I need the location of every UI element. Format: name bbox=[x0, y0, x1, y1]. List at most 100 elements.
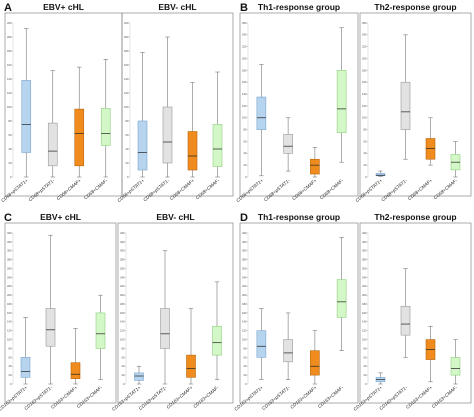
y-tick-label: 60 bbox=[9, 133, 12, 137]
iqr-box bbox=[212, 325, 222, 356]
box-orange: CD68+CMAF+ bbox=[291, 147, 320, 201]
subplot-frame bbox=[239, 222, 359, 404]
iqr-box bbox=[336, 279, 347, 318]
y-tick-label: 20 bbox=[244, 373, 247, 377]
y-tick-label: 60 bbox=[122, 355, 125, 359]
y-tick-label: 180 bbox=[362, 302, 367, 306]
category-label: CD163+CMAF- bbox=[192, 385, 220, 409]
subplot-frame bbox=[121, 12, 234, 197]
box-gray: CD68+pSTAT1- bbox=[28, 70, 58, 203]
y-tick-label: 160 bbox=[124, 63, 129, 67]
y-tick-label: 100 bbox=[120, 337, 125, 341]
y-tick-label: 80 bbox=[122, 346, 125, 350]
y-tick-label: 300 bbox=[7, 249, 12, 253]
category-label: CD68+CMAF+ bbox=[407, 178, 434, 201]
y-tick-label: 300 bbox=[120, 249, 125, 253]
y-tick-label: 180 bbox=[242, 302, 247, 306]
y-tick-label: 20 bbox=[9, 373, 12, 377]
y-tick-label: 200 bbox=[242, 293, 247, 297]
subplot-title: EBV+ cHL bbox=[40, 212, 81, 222]
y-tick-label: 40 bbox=[9, 147, 12, 151]
y-tick-label: 20 bbox=[364, 373, 367, 377]
y-tick-label: 220 bbox=[7, 284, 12, 288]
y-tick-label: 100 bbox=[242, 116, 247, 120]
category-label: CD68+CMAF+ bbox=[56, 178, 83, 201]
subplot-title: EBV+ cHL bbox=[43, 2, 84, 12]
iqr-box bbox=[137, 120, 148, 171]
iqr-box bbox=[187, 131, 198, 171]
box-orange: CD163+CMAF+ bbox=[165, 308, 196, 410]
y-tick-label: 0 bbox=[365, 382, 367, 386]
y-tick-label: 260 bbox=[362, 266, 367, 270]
y-tick-label: 180 bbox=[242, 68, 247, 72]
y-tick-label: 200 bbox=[362, 56, 367, 60]
y-tick-label: 180 bbox=[7, 302, 12, 306]
y-tick-label: 200 bbox=[242, 56, 247, 60]
iqr-box bbox=[100, 108, 111, 146]
category-label: CD68+pSTAT1+ bbox=[116, 178, 145, 203]
y-tick-label: 160 bbox=[242, 80, 247, 84]
category-label: CD68+CMAF- bbox=[83, 178, 109, 201]
subplot-frame bbox=[359, 222, 472, 404]
y-tick-label: 160 bbox=[242, 311, 247, 315]
y-tick-label: 120 bbox=[242, 104, 247, 108]
category-label: CD68+CMAF- bbox=[195, 178, 221, 201]
iqr-box bbox=[283, 339, 293, 363]
y-tick-label: 100 bbox=[124, 105, 129, 109]
y-tick-label: 140 bbox=[7, 320, 12, 324]
category-label: CD68+CMAF+ bbox=[291, 178, 318, 201]
y-tick-label: 180 bbox=[362, 68, 367, 72]
y-tick-label: 0 bbox=[123, 382, 125, 386]
y-tick-label: 120 bbox=[362, 104, 367, 108]
y-tick-label: 180 bbox=[7, 49, 12, 53]
category-label: CD68+pSTAT1- bbox=[28, 178, 56, 203]
y-tick-label: 140 bbox=[242, 320, 247, 324]
iqr-box bbox=[70, 362, 81, 379]
iqr-box bbox=[256, 330, 267, 358]
subplot: EBV+ cHL 0 20 40 60 80 100 120 140 160 180 200 220 24… bbox=[0, 212, 117, 412]
y-tick-label: 220 bbox=[242, 284, 247, 288]
panel-letter: C bbox=[4, 212, 12, 224]
category-label: CD68+pSTAT1- bbox=[142, 178, 170, 203]
iqr-box bbox=[134, 372, 144, 381]
y-tick-label: 320 bbox=[120, 240, 125, 244]
iqr-box bbox=[310, 158, 320, 175]
y-tick-label: 240 bbox=[242, 33, 247, 37]
y-tick-label: 320 bbox=[242, 240, 247, 244]
category-label: CD68+pSTAT1+ bbox=[354, 178, 383, 203]
y-tick-label: 0 bbox=[245, 175, 247, 179]
box-green: CD163+CMAF- bbox=[76, 294, 106, 409]
category-label: CD68+CMAF- bbox=[319, 178, 345, 201]
box-blue: CD163+pSTAT1+ bbox=[233, 308, 267, 412]
iqr-box bbox=[310, 350, 320, 376]
box-green: CD68+CMAF- bbox=[83, 59, 111, 201]
subplot-title: Th2-response group bbox=[374, 2, 456, 12]
y-tick-label: 120 bbox=[7, 329, 12, 333]
y-tick-label: 180 bbox=[124, 49, 129, 53]
y-tick-label: 220 bbox=[242, 45, 247, 49]
iqr-box bbox=[256, 96, 267, 130]
y-tick-label: 60 bbox=[244, 355, 247, 359]
panel-d: D Th1-response group 0 20 40 60 80 100 120 140 160… bbox=[233, 212, 472, 412]
category-label: CD163+CMAF- bbox=[431, 385, 459, 409]
y-tick-label: 60 bbox=[244, 139, 247, 143]
y-tick-label: 80 bbox=[9, 119, 12, 123]
box-blue: CD163+pSTAT1+ bbox=[0, 317, 31, 412]
box-green: CD163+CMAF- bbox=[192, 281, 222, 409]
y-tick-label: 120 bbox=[7, 91, 12, 95]
y-tick-label: 160 bbox=[362, 80, 367, 84]
category-label: CD163+CMAF+ bbox=[405, 385, 433, 410]
category-label: CD163+CMAF- bbox=[317, 385, 345, 409]
y-tick-label: 60 bbox=[364, 355, 367, 359]
y-tick-label: 220 bbox=[362, 284, 367, 288]
y-tick-label: 140 bbox=[120, 320, 125, 324]
y-tick-label: 0 bbox=[245, 382, 247, 386]
y-tick-label: 100 bbox=[7, 105, 12, 109]
subplot-title: Th1-response group bbox=[258, 2, 340, 12]
y-tick-label: 100 bbox=[362, 116, 367, 120]
y-tick-label: 40 bbox=[244, 364, 247, 368]
y-tick-label: 100 bbox=[7, 337, 12, 341]
y-tick-label: 20 bbox=[122, 373, 125, 377]
y-tick-label: 220 bbox=[120, 284, 125, 288]
